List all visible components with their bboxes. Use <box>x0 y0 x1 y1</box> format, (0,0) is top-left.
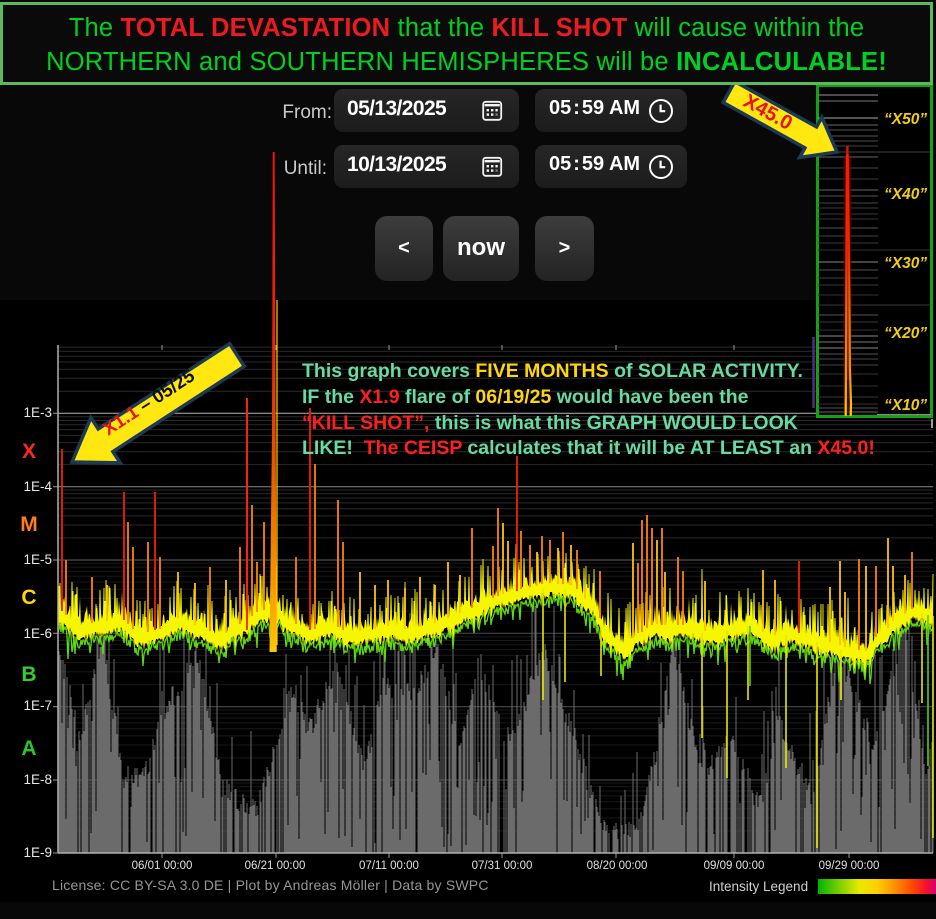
svg-text:1E-8: 1E-8 <box>23 772 52 787</box>
svg-text:09/09 00:00: 09/09 00:00 <box>704 860 765 872</box>
svg-text:07/31 00:00: 07/31 00:00 <box>472 860 533 872</box>
svg-text:06/01 00:00: 06/01 00:00 <box>132 860 193 872</box>
svg-text:1E-6: 1E-6 <box>23 626 52 641</box>
svg-text:07/11 00:00: 07/11 00:00 <box>359 860 419 872</box>
svg-text:License: CC BY-SA 3.0 DE | Plo: License: CC BY-SA 3.0 DE | Plot by Andre… <box>52 877 489 893</box>
svg-text:1E-4: 1E-4 <box>23 479 52 494</box>
svg-text:M: M <box>20 513 38 536</box>
svg-text:09/29 00:00: 09/29 00:00 <box>819 860 880 872</box>
svg-text:1E-3: 1E-3 <box>23 405 52 420</box>
svg-text:“X40”: “X40” <box>884 186 927 203</box>
svg-text:C: C <box>21 586 36 609</box>
svg-text:1E-9: 1E-9 <box>23 845 52 860</box>
svg-text:“X30”: “X30” <box>884 255 927 272</box>
svg-text:1E-5: 1E-5 <box>23 552 52 567</box>
svg-text:B: B <box>21 663 36 686</box>
svg-text:“X50”: “X50” <box>884 111 927 128</box>
svg-text:“X10”: “X10” <box>884 397 927 414</box>
svg-text:1E-7: 1E-7 <box>23 698 52 713</box>
svg-text:Intensity Legend: Intensity Legend <box>709 879 808 894</box>
svg-text:“X20”: “X20” <box>884 325 927 342</box>
svg-text:06/21 00:00: 06/21 00:00 <box>245 860 306 872</box>
svg-text:08/20 00:00: 08/20 00:00 <box>587 860 648 872</box>
svg-text:X: X <box>22 440 36 463</box>
svg-text:A: A <box>21 737 36 760</box>
